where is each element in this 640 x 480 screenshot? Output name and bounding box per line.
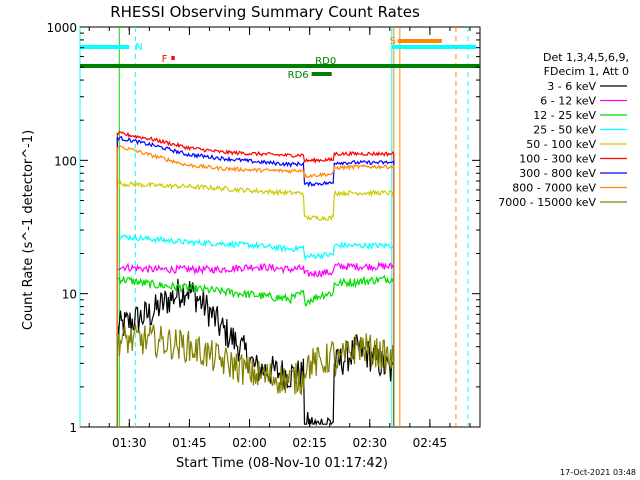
axes: 1 10 100 1000 01:30 01:45 02:00 02:15 02:30 02:45	[46, 21, 480, 450]
x-tick-label: 02:45	[413, 436, 448, 450]
x-tick-label: 01:30	[112, 436, 147, 450]
chart-title: RHESSI Observing Summary Count Rates	[110, 3, 420, 21]
y-tick-label: 10	[62, 288, 77, 302]
series-line-1	[116, 278, 395, 427]
timestamp: 17-Oct-2021 03:48	[560, 468, 636, 477]
flag-label-rd6: RD6	[288, 70, 309, 81]
flag-label-n: N	[135, 42, 142, 53]
x-tick-label: 02:15	[292, 436, 327, 450]
legend-label-4: 25 - 50 keV	[533, 124, 596, 137]
x-tick-label: 01:45	[172, 436, 207, 450]
plot-frame	[79, 26, 481, 428]
y-tick-label: 1	[69, 421, 77, 435]
series-line-5	[116, 179, 395, 427]
series-line-2	[116, 260, 395, 427]
x-tick-label: 02:00	[232, 436, 267, 450]
series-line-3	[116, 274, 395, 427]
legend-label-5: 50 - 100 keV	[526, 138, 596, 151]
flag-label-f: F	[162, 54, 168, 65]
legend-label-1: 3 - 6 keV	[547, 80, 596, 93]
legend-label-3: 12 - 25 keV	[533, 109, 596, 122]
plot-area: N S F RD0 RD6	[79, 27, 480, 427]
x-axis-label: Start Time (08-Nov-10 01:17:42)	[176, 456, 388, 471]
flag-label-rd0: RD0	[315, 56, 336, 67]
legend-label-7: 300 - 800 keV	[519, 167, 596, 180]
legend-label-8: 800 - 7000 keV	[512, 182, 596, 195]
legend-header-line-1: Det 1,3,4,5,6,9,	[543, 51, 629, 64]
y-tick-label: 1000	[46, 21, 77, 35]
x-tick-label: 02:30	[352, 436, 387, 450]
series-line-9	[116, 323, 395, 427]
legend-label-6: 100 - 300 keV	[519, 153, 596, 166]
y-axis-label: Count Rate (s^-1 detector^-1)	[21, 130, 36, 330]
legend-label-9: 7000 - 15000 keV	[498, 196, 596, 209]
series-line-6	[116, 130, 395, 427]
y-tick-label: 100	[54, 154, 77, 168]
series-line-4	[116, 233, 395, 427]
series-line-8	[116, 144, 395, 427]
flag-label-s: S	[389, 36, 395, 47]
series-line-7	[116, 136, 395, 427]
legend-header-line-2: FDecim 1, Att 0	[544, 65, 629, 78]
legend-label-2: 6 - 12 keV	[540, 95, 596, 108]
